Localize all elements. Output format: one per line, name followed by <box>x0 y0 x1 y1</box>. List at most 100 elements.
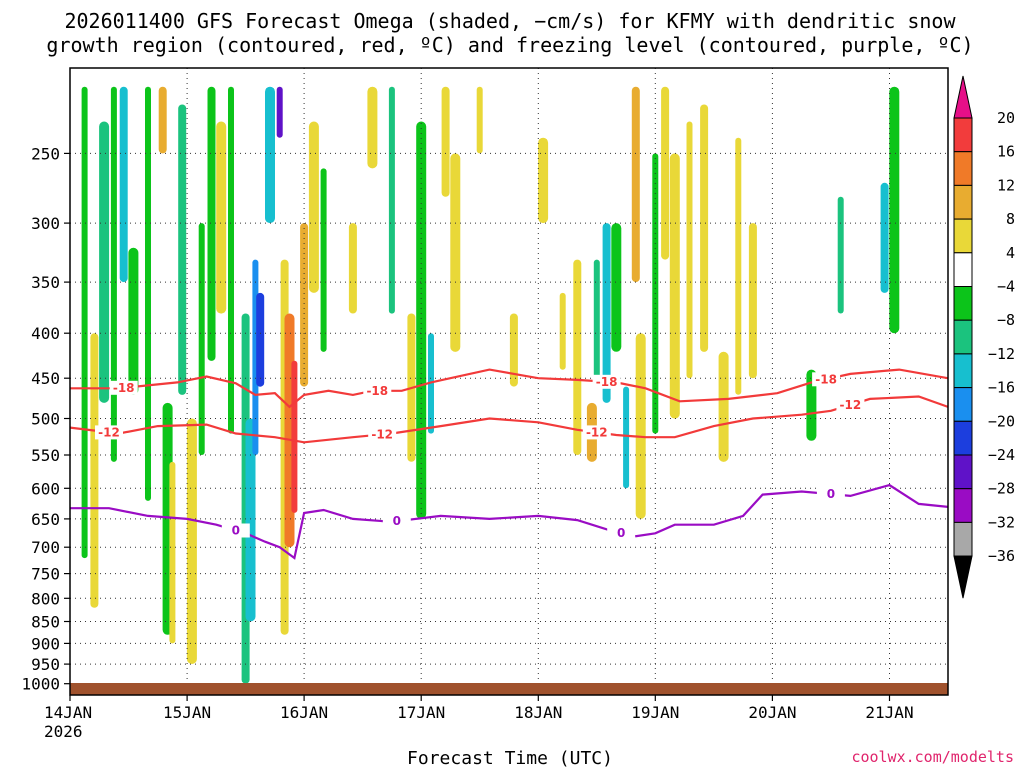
y-tick-label: 900 <box>31 634 60 653</box>
colorbar-swatch <box>953 353 973 389</box>
x-tick-label: 21JAN <box>865 703 913 722</box>
colorbar-swatch <box>953 555 973 599</box>
omega-cell <box>245 418 256 622</box>
omega-cell <box>476 86 483 154</box>
omega-cell <box>837 196 844 314</box>
omega-cell <box>573 259 582 455</box>
omega-cell <box>661 86 670 260</box>
contour-label: -18 <box>815 372 837 386</box>
omega-cell <box>806 369 817 441</box>
omega-cell <box>416 121 427 519</box>
omega-cell <box>593 259 600 387</box>
contour-label-bg <box>582 425 611 440</box>
omega-cell <box>635 333 646 519</box>
y-tick-label: 400 <box>31 324 60 343</box>
y-tick-label: 700 <box>31 538 60 557</box>
x-tick-label: 14JAN <box>44 703 92 722</box>
omega-cell <box>276 86 283 138</box>
omega-cell <box>450 153 461 352</box>
colorbar-label: −20 <box>988 412 1015 430</box>
omega-cell <box>265 86 275 224</box>
contour-label: -18 <box>366 384 388 398</box>
chart-title-line-2: growth region (contoured, red, ºC) and f… <box>46 33 973 57</box>
contour-label-bg <box>95 425 123 440</box>
y-tick-label: 250 <box>31 144 60 163</box>
contour-label-bg <box>221 523 250 538</box>
omega-shading <box>81 86 900 684</box>
contour-label-bg <box>363 383 392 398</box>
colorbar-label: 20 <box>997 109 1015 127</box>
y-tick-label: 600 <box>31 479 60 498</box>
omega-cell <box>602 223 611 403</box>
contour-label-bg <box>109 380 138 395</box>
x-tick-label: 18JAN <box>514 703 562 722</box>
colorbar-label: −4 <box>997 278 1015 296</box>
omega-cell <box>348 223 357 314</box>
omega-cell <box>99 121 110 403</box>
colorbar-swatch <box>953 488 973 523</box>
omega-cell <box>735 137 742 395</box>
contour-label-bg <box>592 374 621 389</box>
colorbar-swatch <box>953 387 973 422</box>
omega-cell <box>256 292 265 387</box>
y-tick-label: 850 <box>31 613 60 632</box>
y-tick-label: 800 <box>31 589 60 608</box>
contour-label-bg <box>607 525 636 540</box>
x-tick-label: 20JAN <box>748 703 796 722</box>
contour-label: 0 <box>617 526 625 540</box>
omega-cell <box>686 121 693 379</box>
contour-label: 0 <box>827 487 835 501</box>
omega-cell <box>623 386 630 489</box>
y-tick-label: 500 <box>31 410 60 429</box>
omega-cell <box>509 313 518 387</box>
omega-cell <box>81 86 88 559</box>
y-tick-label: 1000 <box>21 675 60 694</box>
contour-label-bg <box>368 427 397 442</box>
credit-text[interactable]: coolwx.com/modelts <box>851 748 1014 766</box>
colorbar-swatch <box>953 286 973 321</box>
colorbar-label: 12 <box>997 176 1015 194</box>
x-tick-label: 15JAN <box>163 703 211 722</box>
colorbar-swatch <box>953 75 973 119</box>
contour-label-bg <box>382 514 411 529</box>
colorbar-label: 8 <box>1006 210 1015 228</box>
contour-label: -12 <box>371 428 393 442</box>
colorbar-label: −16 <box>988 379 1015 397</box>
contour-label-bg <box>816 487 845 502</box>
x-tick-year-label: 2026 <box>44 722 83 741</box>
y-tick-label: 550 <box>31 446 60 465</box>
colorbar-swatch <box>953 454 973 490</box>
omega-cell <box>611 223 622 352</box>
colorbar-label: 16 <box>997 143 1015 161</box>
omega-cell <box>748 223 757 379</box>
colorbar-swatch <box>953 184 973 220</box>
y-tick-label: 350 <box>31 273 60 292</box>
omega-cell <box>631 86 640 283</box>
omega-cell <box>216 121 227 314</box>
chart-title-line-1: 2026011400 GFS Forecast Omega (shaded, −… <box>64 9 956 33</box>
colorbar-label: −36 <box>988 547 1015 565</box>
contour-label: -12 <box>586 425 608 439</box>
colorbar-label: −12 <box>988 345 1015 363</box>
colorbar-swatch <box>953 117 973 153</box>
contour-label: 0 <box>232 524 240 538</box>
ground-surface <box>70 683 948 695</box>
omega-cell <box>388 86 395 314</box>
omega-cell <box>441 86 450 197</box>
colorbar-swatch <box>953 252 973 288</box>
omega-cell <box>110 86 117 462</box>
omega-cell <box>119 86 128 283</box>
omega-cell <box>669 153 680 419</box>
colorbar-label: −24 <box>988 446 1015 464</box>
omega-cell <box>169 461 176 644</box>
omega-cell <box>90 333 99 608</box>
contour-label-bg <box>812 372 841 387</box>
omega-cell <box>178 104 187 395</box>
contour-label: -12 <box>98 425 120 439</box>
omega-cell <box>320 168 327 352</box>
omega-cell <box>700 104 709 352</box>
x-tick-label: 16JAN <box>280 703 328 722</box>
